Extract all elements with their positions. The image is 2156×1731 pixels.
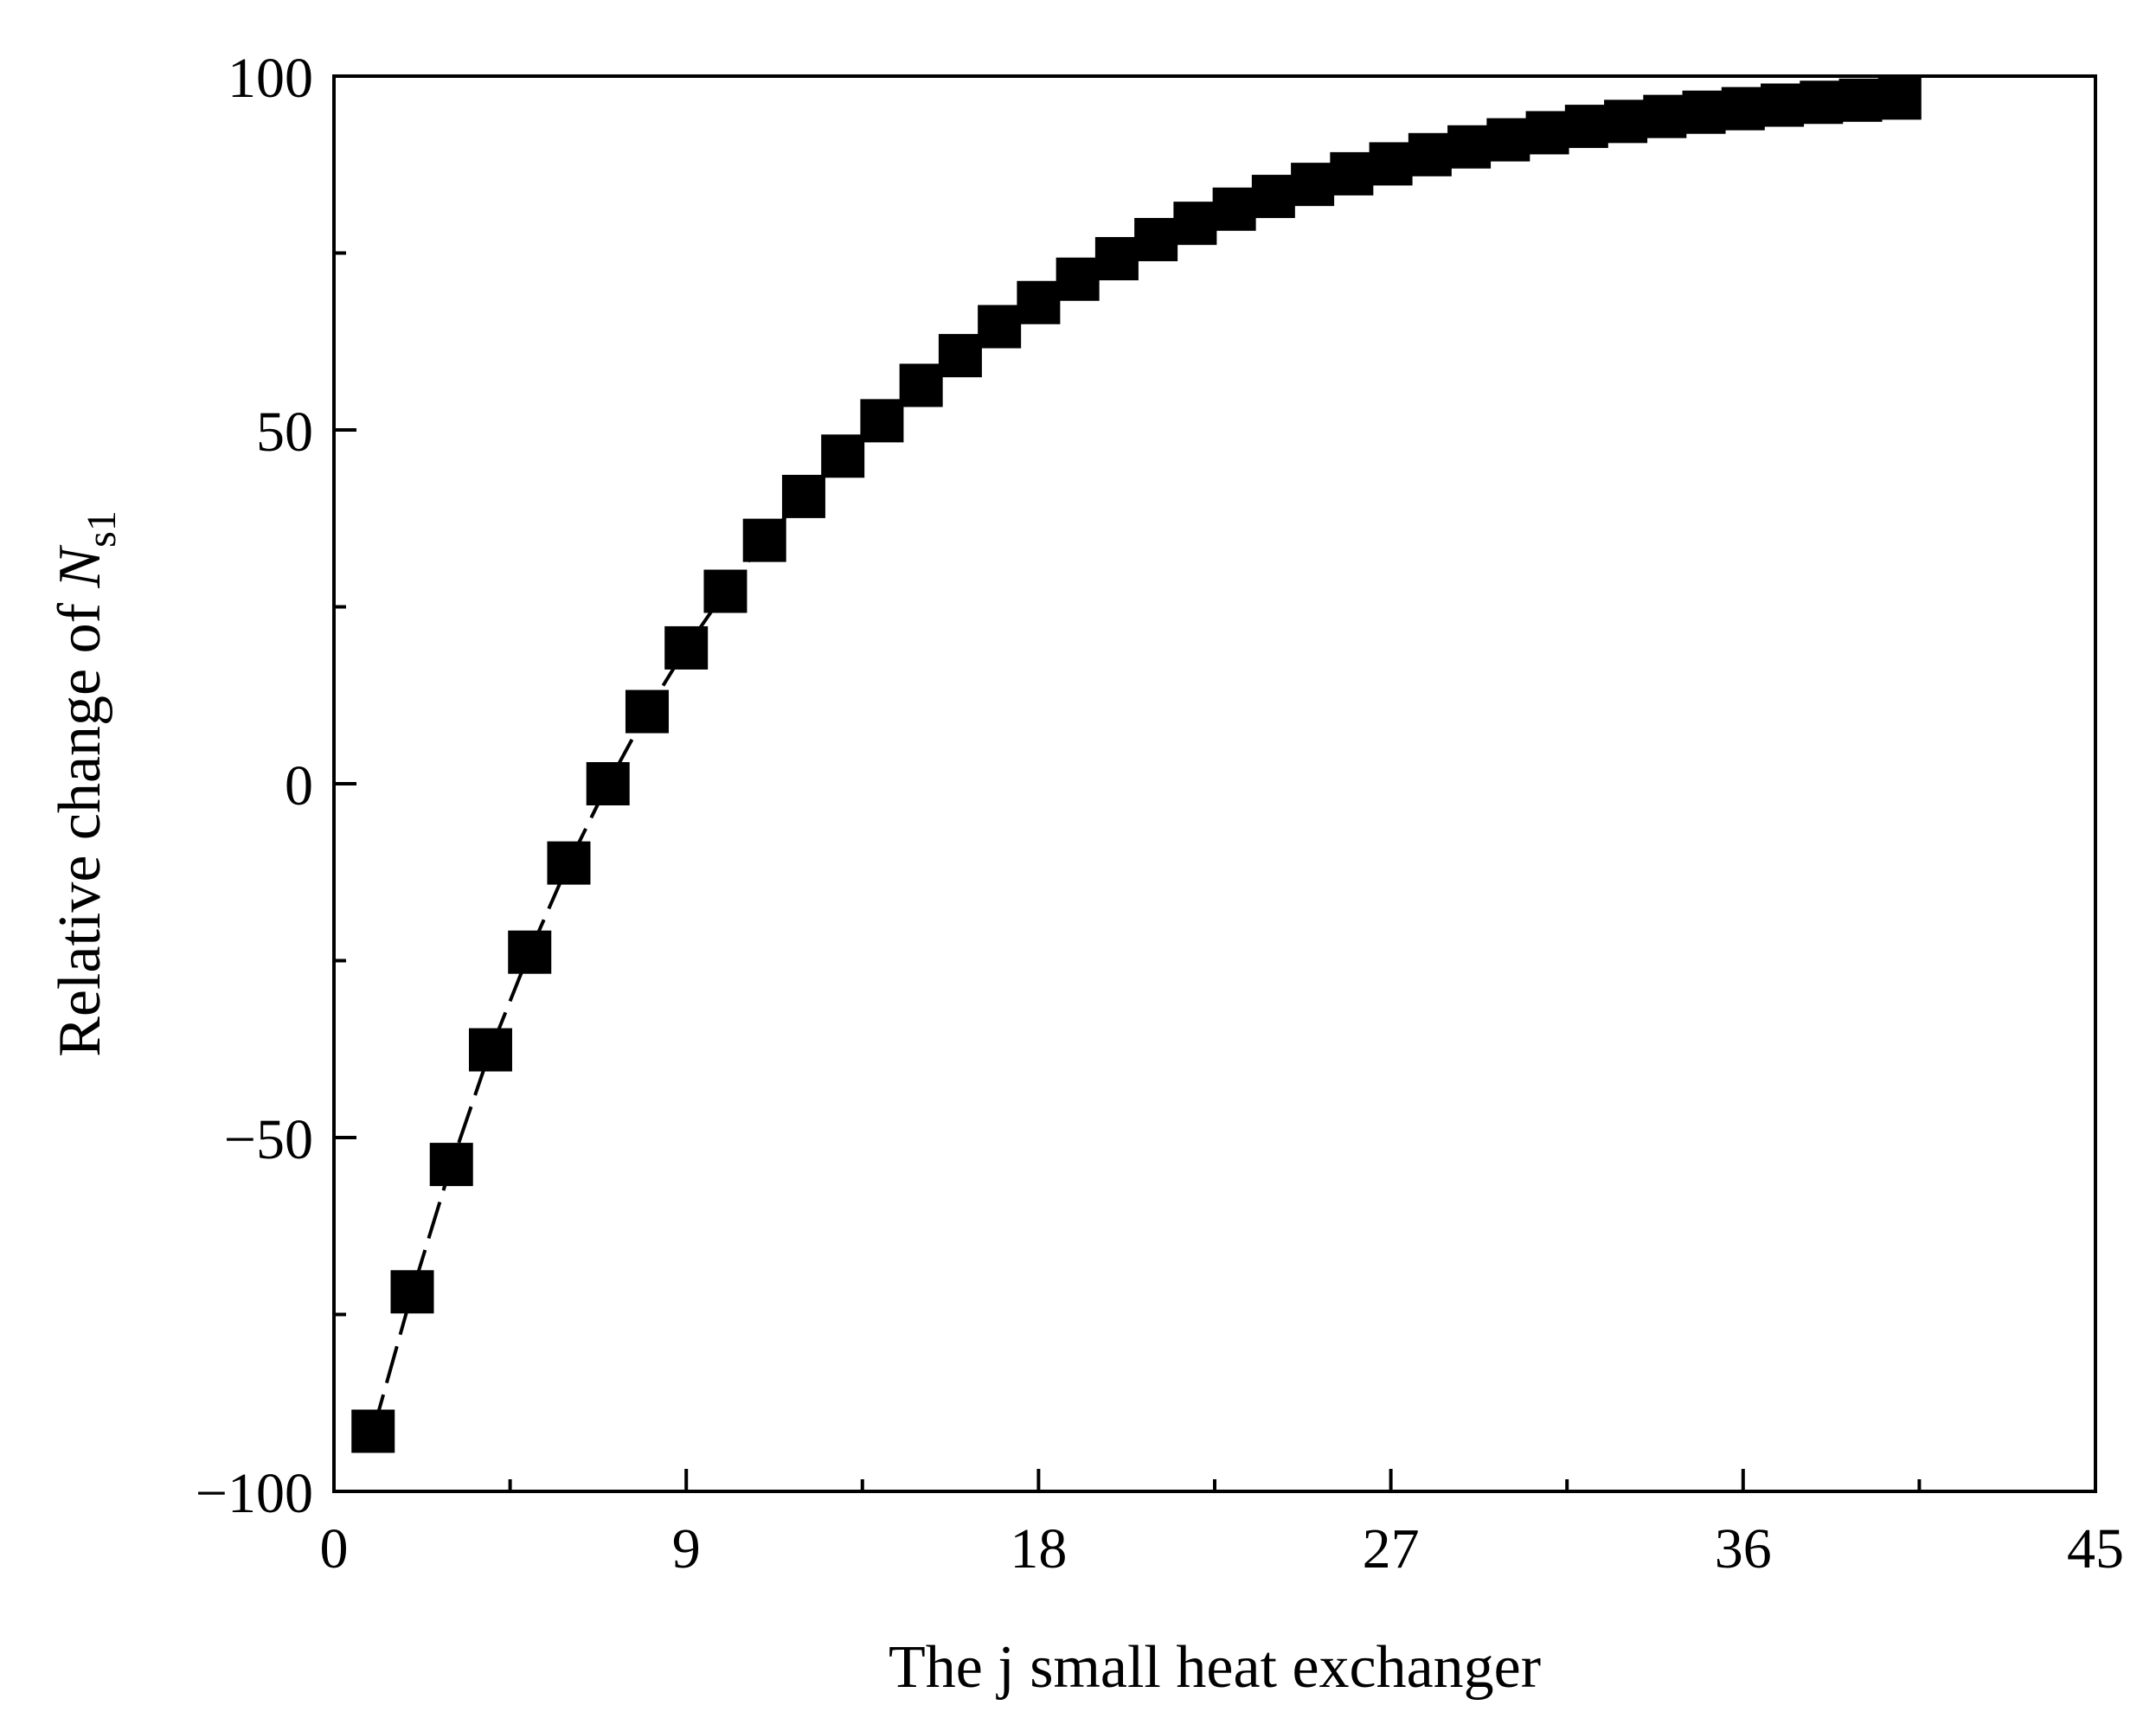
data-point: [1800, 80, 1844, 125]
y-tick-label: 50: [256, 401, 313, 464]
data-point: [821, 434, 865, 478]
series-markers: [351, 76, 1922, 1453]
data-point: [703, 569, 748, 613]
data-point: [547, 841, 591, 885]
data-point: [1017, 280, 1061, 324]
data-point: [1056, 257, 1100, 301]
x-tick-label: 45: [2067, 1517, 2124, 1580]
data-point: [586, 762, 630, 805]
data-point: [625, 689, 669, 734]
x-tick-label: 9: [672, 1517, 701, 1580]
data-point: [664, 625, 709, 670]
data-point: [938, 334, 982, 378]
x-tick-label: 0: [320, 1517, 349, 1580]
data-point: [1173, 202, 1217, 246]
data-point: [978, 305, 1022, 349]
data-point: [1838, 78, 1883, 122]
y-axis-label-symbol: N: [47, 545, 113, 589]
data-point: [1604, 99, 1648, 144]
data-point: [390, 1270, 434, 1314]
data-point: [1369, 142, 1413, 186]
data-point: [1094, 237, 1139, 281]
data-point: [1134, 217, 1178, 261]
data-point: [1251, 175, 1295, 219]
data-point: [1447, 125, 1492, 169]
y-axis-label-subscript: s1: [79, 510, 125, 548]
data-point: [742, 518, 786, 562]
x-tick-label: 27: [1363, 1517, 1420, 1580]
y-tick-label: −100: [196, 1462, 313, 1525]
data-point: [899, 363, 943, 407]
data-point: [468, 1028, 512, 1072]
data-point: [1212, 187, 1256, 231]
data-point: [1721, 87, 1765, 131]
y-tick-labels: −100 −50 0 50 100: [196, 47, 313, 1525]
data-point: [860, 399, 904, 443]
data-point: [1643, 94, 1687, 138]
data-point: [1682, 90, 1726, 134]
x-tick-label: 18: [1010, 1517, 1067, 1580]
data-point: [429, 1143, 473, 1187]
x-tick-label: 36: [1715, 1517, 1772, 1580]
data-point: [1486, 118, 1530, 162]
data-point: [1408, 132, 1452, 176]
y-axis-label: Relative change of Ns1: [47, 510, 125, 1057]
x-axis-label: The j small heat exchanger: [889, 1634, 1541, 1701]
data-point: [351, 1409, 395, 1453]
y-tick-label: −50: [224, 1108, 313, 1171]
data-point: [1525, 111, 1569, 155]
data-point: [1291, 163, 1335, 207]
y-axis-label-prefix: Relative change of: [47, 588, 113, 1057]
data-point: [1877, 76, 1922, 120]
y-tick-label: 100: [228, 47, 313, 110]
data-point: [1330, 151, 1374, 196]
data-point: [1564, 105, 1608, 149]
data-point: [781, 474, 825, 518]
tick-marks: [332, 74, 2097, 1493]
data-point: [1761, 83, 1805, 127]
y-tick-label: 0: [285, 754, 313, 817]
x-tick-labels: 0 9 18 27 36 45: [320, 1517, 2125, 1580]
data-point: [508, 930, 552, 974]
